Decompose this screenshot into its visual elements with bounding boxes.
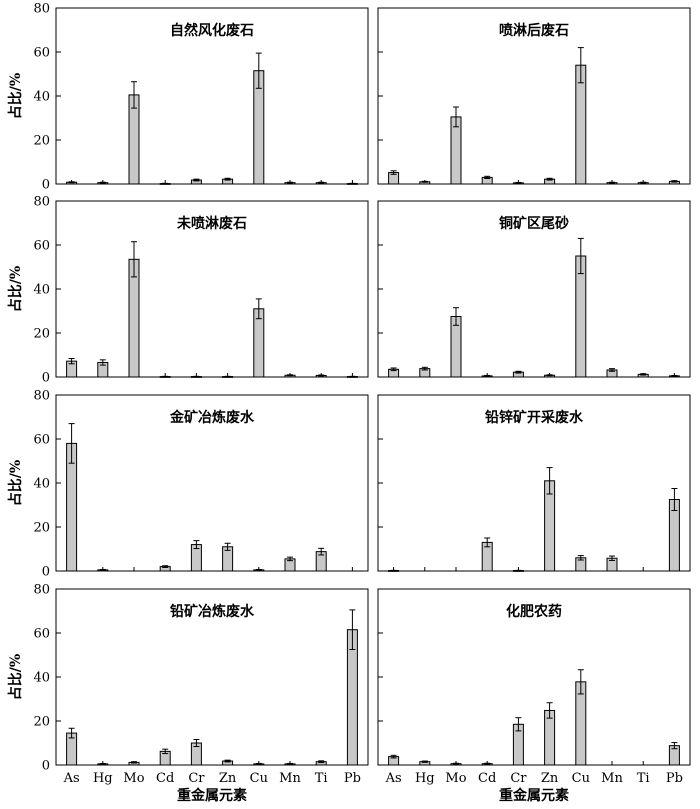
x-tick-label: Zn: [541, 771, 559, 786]
y-axis-title: 占比/%: [7, 266, 24, 312]
x-axis-title: 重金属元素: [177, 787, 247, 804]
panel-title: 喷淋后废石: [499, 22, 569, 39]
x-tick-label: Ti: [637, 771, 650, 786]
x-tick-label: Mo: [445, 771, 466, 786]
y-tick-label: 0: [42, 759, 50, 774]
panel-title: 自然风化废石: [170, 22, 254, 39]
panel-8: 化肥农药 As Hg Mo Cd Cr Zn Cu Mn Ti Pb 重金属元素: [377, 588, 691, 804]
x-tick-label: Pb: [666, 771, 683, 786]
y-tick-label: 20: [33, 715, 50, 730]
x-tick-label: Cr: [188, 771, 205, 786]
y-tick-label: 60: [33, 239, 50, 254]
y-tick-label: 0: [42, 565, 50, 580]
x-tick-label: Cu: [572, 771, 590, 786]
bar-Cu: [575, 255, 587, 378]
x-tick-label: As: [385, 771, 402, 786]
y-tick-label: 40: [33, 283, 50, 298]
panel-title: 铅锌矿开采废水: [484, 409, 584, 426]
y-tick-label: 40: [33, 477, 50, 492]
x-tick-label: Cd: [478, 771, 496, 786]
y-tick-label: 0: [42, 371, 50, 386]
y-tick-label: 0: [42, 178, 50, 193]
x-axis-title: 重金属元素: [499, 787, 569, 804]
y-tick-label: 20: [33, 521, 50, 536]
x-tick-label: Hg: [93, 771, 113, 786]
panel-2: 喷淋后废石: [377, 7, 691, 185]
x-tick-label: Zn: [219, 771, 237, 786]
y-tick-label: 20: [33, 327, 50, 342]
x-tick-label: Pb: [344, 771, 361, 786]
x-tick-label: Cr: [510, 771, 527, 786]
x-tick-label: As: [63, 771, 80, 786]
y-tick-label: 60: [33, 627, 50, 642]
x-tick-label: Mn: [601, 771, 623, 786]
x-tick-label: Hg: [415, 771, 435, 786]
y-tick-label: 40: [33, 90, 50, 105]
y-tick-label: 60: [33, 433, 50, 448]
y-tick-label: 80: [33, 195, 50, 210]
y-tick-label: 80: [33, 389, 50, 404]
x-tick-label: Mn: [279, 771, 301, 786]
panel-title: 金矿冶炼废水: [169, 409, 255, 426]
y-axis-title: 占比/%: [7, 460, 24, 506]
y-axis-title: 占比/%: [7, 654, 24, 700]
x-tick-label: Mo: [123, 771, 144, 786]
panel-title: 铜矿区尾砂: [499, 215, 569, 232]
y-tick-label: 80: [33, 583, 50, 598]
y-tick-label: 80: [33, 2, 50, 17]
panel-title: 铅矿冶炼废水: [169, 603, 255, 620]
x-tick-label: Cu: [250, 771, 268, 786]
y-tick-label: 40: [33, 671, 50, 686]
panel-title: 化肥农药: [506, 603, 562, 620]
x-tick-label: Cd: [156, 771, 174, 786]
panel-6: 铅锌矿开采废水: [377, 394, 691, 572]
y-axis-title: 占比/%: [7, 73, 24, 119]
y-tick-label: 20: [33, 134, 50, 149]
x-tick-label: Ti: [315, 771, 328, 786]
panel-4: 铜矿区尾砂: [377, 200, 691, 378]
panel-title: 未喷淋废石: [177, 215, 247, 232]
y-tick-label: 60: [33, 46, 50, 61]
